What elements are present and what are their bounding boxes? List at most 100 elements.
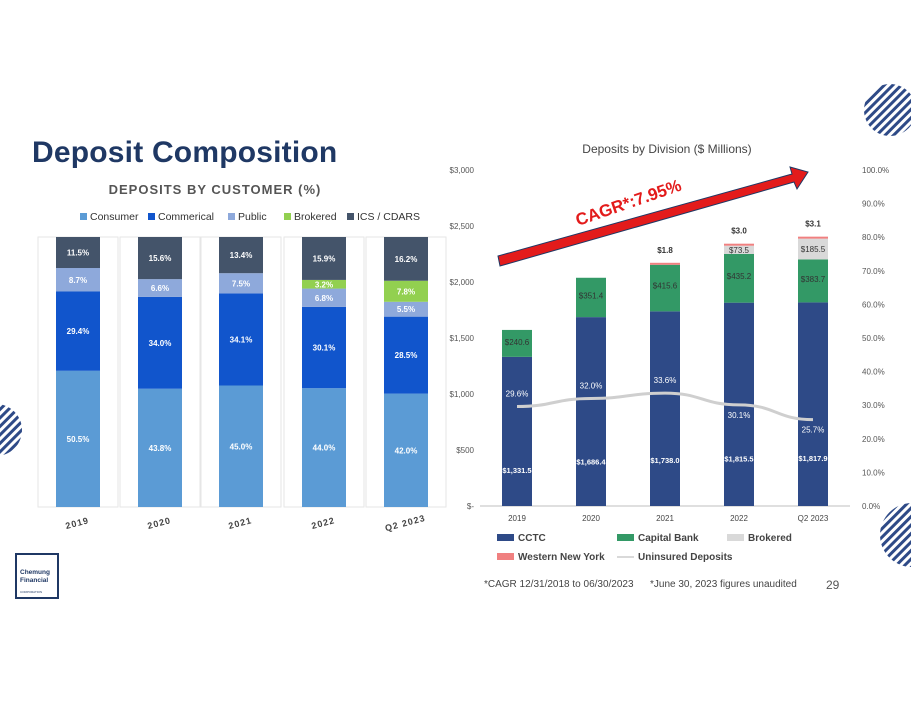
bar-segment: [219, 273, 263, 294]
bar-data-label: $383.7: [801, 275, 826, 284]
y2-tick-label: 70.0%: [862, 267, 885, 276]
bar-segment: [798, 302, 828, 506]
left-chart-bars: 50.5% 29.4% 8.7% 11.5% 43.8% 34.0% 6.6% 15.6% 45…: [56, 237, 428, 507]
bar-data-label: 45.0%: [230, 442, 253, 451]
bar-segment: [384, 280, 428, 302]
deposits-by-division-chart: Deposits by Division ($ Millions) $- $500…: [450, 142, 890, 563]
bar-segment: [219, 385, 263, 507]
bar-data-label: 3.2%: [315, 280, 333, 289]
legend-swatch-public: [228, 213, 235, 220]
bar-data-label: 16.2%: [395, 255, 418, 264]
bar-data-label: $1,817.9: [798, 454, 827, 463]
bar-segment: [650, 264, 680, 312]
bar-data-label: $3.0: [731, 227, 747, 236]
bar-segment: [724, 253, 754, 303]
legend-swatch-western-new-york: [497, 553, 514, 560]
bar-segment: [138, 237, 182, 280]
page-title: Deposit Composition: [32, 136, 338, 169]
bar-segment: [502, 329, 532, 357]
bar-segment: [219, 237, 263, 274]
bar-segment: [302, 388, 346, 507]
decor-circle-bottom-right: [880, 503, 911, 567]
bar-segment: [650, 262, 680, 265]
y-tick-label: $500: [456, 446, 474, 455]
bar-data-label: 5.5%: [397, 305, 415, 314]
footnote-cagr: *CAGR 12/31/2018 to 06/30/2023: [484, 579, 634, 590]
legend-label-ics-cdars: ICS / CDARS: [357, 211, 420, 223]
x-tick-label: Q2 2023: [798, 514, 829, 523]
right-chart-bars: $1,331.5 $240.6 $1,686.4 $351.4 $1,738.0 $415…: [502, 220, 828, 506]
y2-tick-label: 30.0%: [862, 401, 885, 410]
bar-data-label: 28.5%: [395, 351, 418, 360]
bar-segment: [302, 288, 346, 307]
bar-segment: [219, 293, 263, 386]
bar-segment: [798, 259, 828, 303]
legend-swatch-consumer: [80, 213, 87, 220]
bar-data-label: 11.5%: [67, 249, 89, 258]
y-tick-label: $1,500: [450, 334, 475, 343]
y2-tick-label: 40.0%: [862, 368, 885, 377]
logo-line-2: Financial: [20, 577, 49, 584]
left-chart-title: DEPOSITS BY CUSTOMER (%): [109, 182, 322, 197]
x-tick-label: 2021: [227, 515, 253, 531]
y2-tick-label: 90.0%: [862, 200, 885, 209]
cagr-arrow: CAGR*:7.95%: [497, 166, 809, 267]
x-tick-label: 2022: [310, 515, 336, 531]
decor-circle-left: [0, 404, 22, 456]
bar-segment: [798, 236, 828, 239]
legend-swatch-cctc: [497, 534, 514, 541]
bar-data-label: $73.5: [729, 246, 750, 255]
legend-swatch-brokered: [727, 534, 744, 541]
bar-data-label: 8.7%: [69, 276, 87, 285]
right-chart-legend: CCTC Capital Bank Brokered Western New York…: [497, 533, 792, 563]
bar-segment: [384, 301, 428, 317]
bar-data-label: 42.0%: [395, 446, 418, 455]
line-data-label: 32.0%: [580, 381, 603, 390]
bar-segment: [384, 316, 428, 394]
legend-swatch-commerical: [148, 213, 155, 220]
y-tick-label: $1,000: [450, 390, 475, 399]
legend-swatch-brokered: [284, 213, 291, 220]
logo-line-1: Chemung: [20, 569, 50, 576]
bar-segment: [56, 370, 100, 507]
bar-data-label: 34.1%: [230, 335, 253, 344]
bar-data-label: 30.1%: [313, 344, 336, 353]
x-tick-label: 2021: [656, 514, 674, 523]
uninsured-line: [516, 391, 814, 422]
bar-data-label: 15.6%: [149, 254, 172, 263]
legend-label-cctc: CCTC: [518, 533, 546, 544]
bar-data-label: 7.8%: [397, 287, 415, 296]
bar-segment: [56, 237, 100, 269]
bar-segment: [302, 279, 346, 289]
bar-data-label: 6.6%: [151, 284, 169, 293]
legend-label-commerical: Commerical: [158, 211, 214, 223]
bar-segment: [724, 245, 754, 254]
legend-label-uninsured-deposits: Uninsured Deposits: [638, 552, 733, 563]
legend-label-brokered: Brokered: [294, 211, 337, 223]
line-data-label: 33.6%: [654, 376, 677, 385]
y2-tick-label: 50.0%: [862, 334, 885, 343]
line-data-label: 25.7%: [802, 426, 825, 435]
bar-data-label: $1,686.4: [576, 457, 606, 466]
left-chart-legend: Consumer Commerical Public Brokered ICS / CD…: [80, 211, 420, 223]
line-data-label: 29.6%: [506, 390, 529, 399]
y-tick-label: $2,500: [450, 222, 475, 231]
bar-data-label: 44.0%: [313, 444, 336, 453]
bar-segment: [502, 356, 532, 506]
bar-data-label: 7.5%: [232, 279, 250, 288]
bar-segment: [576, 277, 606, 318]
company-logo: Chemung Financial CORPORATION: [15, 553, 59, 599]
legend-swatch-capital-bank: [617, 534, 634, 541]
bar-data-label: $415.6: [653, 282, 678, 291]
bar-segment: [384, 237, 428, 281]
deposits-by-customer-chart: DEPOSITS BY CUSTOMER (%) Consumer Commeri…: [37, 182, 447, 533]
y2-tick-label: 20.0%: [862, 435, 885, 444]
bar-data-label: 43.8%: [149, 444, 172, 453]
bar-data-label: $240.6: [505, 338, 530, 347]
footnote-unaudited: *June 30, 2023 figures unaudited: [650, 579, 797, 590]
legend-label-brokered: Brokered: [748, 533, 792, 544]
bar-data-label: 15.9%: [313, 254, 336, 263]
bar-data-label: 29.4%: [67, 327, 90, 336]
bar-data-label: $1,331.5: [502, 466, 531, 475]
bar-segment: [138, 388, 182, 507]
